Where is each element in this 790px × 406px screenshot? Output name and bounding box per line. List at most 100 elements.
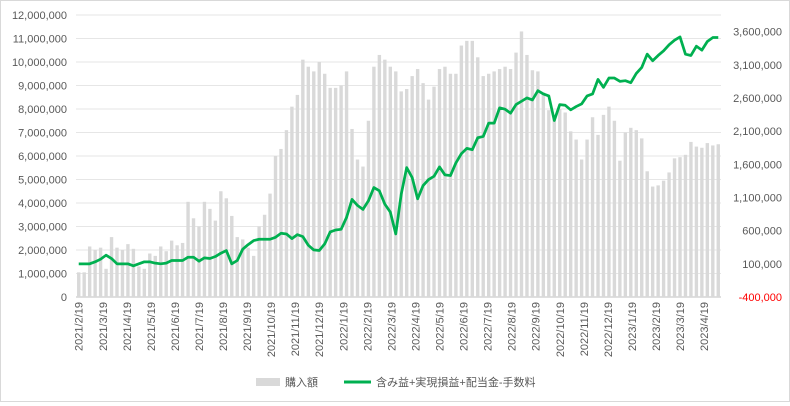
bar [328, 87, 332, 297]
bar [394, 71, 398, 298]
bar [372, 66, 376, 297]
y-left-tick-label: 9,000,000 [18, 81, 67, 93]
bar [683, 154, 688, 297]
bar [454, 73, 458, 297]
bar [148, 253, 152, 297]
bar [579, 159, 584, 297]
bar [470, 40, 474, 297]
x-tick-label: 2021/6/19 [170, 302, 182, 351]
bar [667, 172, 671, 297]
bar [306, 66, 311, 297]
y-left-tick-label: 11,000,000 [13, 34, 67, 46]
bar [672, 158, 677, 297]
x-tick-label: 2021/7/19 [194, 302, 206, 351]
x-tick-label: 2022/12/19 [603, 302, 615, 357]
bar [317, 62, 321, 297]
bar [295, 94, 300, 298]
bar [623, 132, 628, 297]
bar [104, 268, 108, 297]
bar [290, 106, 294, 298]
bar [339, 85, 343, 297]
y-right-tick-label: 100,000 [742, 259, 782, 271]
x-tick-label: 2022/4/19 [410, 302, 422, 351]
bar [333, 87, 338, 297]
legend-label-line: 含み益+実現損益+配当金-手数料 [376, 375, 536, 389]
bar [164, 251, 168, 297]
bar [202, 201, 207, 297]
y-right-tick-label: 600,000 [742, 226, 782, 238]
bar [355, 159, 360, 297]
bar [432, 86, 436, 297]
bar [618, 160, 622, 297]
bar [525, 54, 529, 298]
x-tick-label: 2021/12/19 [314, 302, 326, 357]
bar [169, 240, 174, 297]
bar [514, 52, 518, 297]
legend-swatch-bar [256, 378, 280, 386]
bar [235, 237, 239, 297]
bar [109, 237, 114, 297]
x-tick-label: 2023/4/19 [699, 302, 711, 351]
x-tick-label: 2022/11/19 [579, 302, 591, 356]
bar [503, 66, 507, 297]
x-tick-label: 2021/10/19 [266, 302, 278, 357]
bar [82, 272, 86, 297]
y-left-tick-label: 4,000,000 [18, 198, 67, 210]
bar [711, 145, 715, 297]
bar [213, 220, 218, 297]
y-right-tick-label: 3,600,000 [733, 27, 782, 39]
bar [519, 31, 524, 297]
bar [98, 247, 103, 297]
bar [219, 191, 223, 297]
y-left-tick-label: 8,000,000 [18, 104, 67, 116]
y-right-tick-label: 1,100,000 [733, 192, 782, 204]
line-path [78, 35, 719, 268]
bar [344, 71, 349, 298]
bar [175, 245, 179, 297]
bar [426, 99, 431, 297]
bar [388, 66, 392, 297]
x-axis-labels: 2021/2/19 2021/3/19 2021/4/19 2021/5/19 2021… [74, 302, 711, 357]
bar [120, 250, 125, 297]
x-tick-label: 2023/2/19 [651, 302, 663, 351]
x-tick-label: 2022/2/19 [362, 302, 374, 351]
bar [465, 40, 469, 297]
x-tick-label: 2021/11/19 [290, 302, 302, 356]
y-left-tick-label: 10,000,000 [12, 57, 67, 69]
bar [153, 255, 157, 297]
y-left-tick-label: 12,000,000 [12, 10, 67, 22]
bar [716, 144, 720, 297]
line-series-profit [78, 35, 719, 268]
legend-label-bar: 購入額 [285, 375, 318, 389]
bar [476, 57, 480, 297]
bar [273, 156, 278, 297]
y-right-tick-label: 3,100,000 [733, 60, 782, 72]
bar [323, 73, 327, 297]
bar [405, 89, 409, 298]
bar [563, 112, 567, 298]
bar [415, 69, 420, 297]
bar [312, 71, 316, 298]
y-left-tick-label: 3,000,000 [18, 222, 67, 234]
x-tick-label: 2021/2/19 [74, 302, 86, 351]
x-tick-label: 2021/5/19 [146, 302, 158, 351]
bar-series-purchase [77, 31, 720, 298]
bar [547, 110, 551, 297]
bar [607, 106, 611, 298]
x-tick-label: 2022/7/19 [483, 302, 495, 351]
bar [350, 128, 354, 297]
bar [208, 208, 212, 297]
bar [377, 54, 382, 298]
bar [650, 186, 655, 297]
bar [366, 120, 371, 297]
bar [448, 73, 453, 297]
bar [694, 146, 699, 297]
bar [536, 71, 540, 298]
bar [93, 250, 97, 297]
x-tick-label: 2022/8/19 [507, 302, 519, 351]
bar [612, 120, 617, 297]
bar [443, 66, 447, 297]
bar [142, 268, 147, 297]
